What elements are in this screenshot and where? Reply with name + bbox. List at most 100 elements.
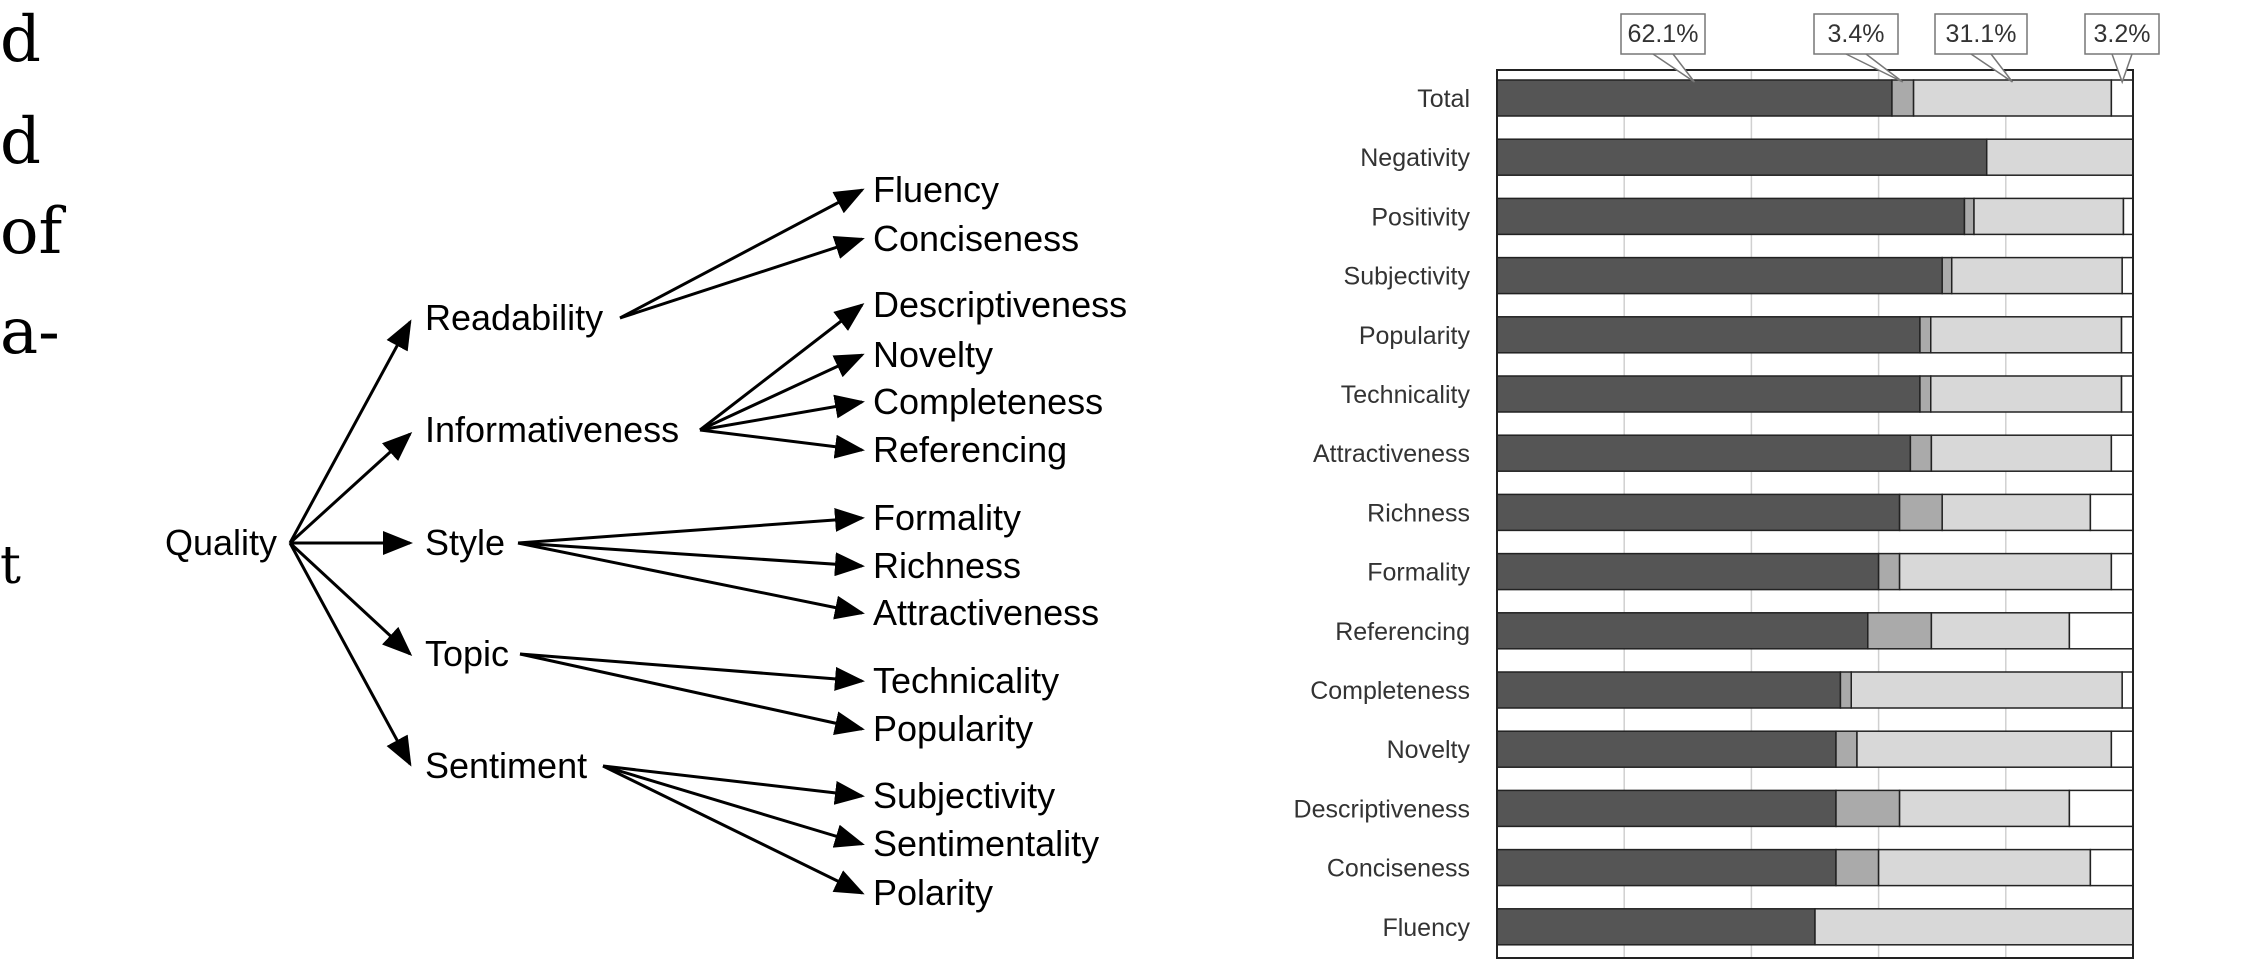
tree-edge-sentiment-sentimentality xyxy=(602,764,865,848)
callout-box-4 xyxy=(2084,13,2160,55)
category-label-negativity: Negativity xyxy=(1360,144,1470,172)
cut-text-line-1: d xyxy=(0,3,41,77)
bar-segment-attractiveness-1 xyxy=(1496,434,1912,472)
tree-branch-topic: Topic xyxy=(425,633,509,674)
tree-branch-style: Style xyxy=(425,522,505,563)
bar-segment-total-3 xyxy=(1912,79,2113,117)
bar-segment-novelty-4 xyxy=(2110,730,2134,768)
callout-pointer-1 xyxy=(1652,53,1696,83)
bar-segment-popularity-2 xyxy=(1919,316,1932,354)
cut-text-line-6: t xyxy=(0,536,21,596)
tree-leaf-technicality: Technicality xyxy=(873,660,1059,701)
category-label-descriptiveness: Descriptiveness xyxy=(1294,795,1470,823)
bar-segment-referencing-4 xyxy=(2068,612,2134,650)
bar-segment-negativity-1 xyxy=(1496,138,1988,176)
tree-leaf-formality: Formality xyxy=(873,497,1021,538)
plot-border xyxy=(1496,69,2134,959)
bar-segment-popularity-4 xyxy=(2120,316,2134,354)
callout-box-3 xyxy=(1934,13,2028,55)
tree-edge-style-attractiveness xyxy=(517,541,865,620)
bar-segment-subjectivity-3 xyxy=(1950,256,2123,295)
category-label-total: Total xyxy=(1417,85,1470,113)
bar-segment-positivity-2 xyxy=(1963,197,1975,236)
cut-text-line-2: d xyxy=(0,105,41,179)
bar-segment-conciseness-4 xyxy=(2089,848,2134,887)
cut-text-line-3: of xyxy=(0,195,63,269)
bar-segment-descriptiveness-2 xyxy=(1835,789,1901,828)
bar-segment-descriptiveness-3 xyxy=(1898,789,2071,828)
callout-pointer-4 xyxy=(2111,53,2133,85)
bar-segment-technicality-2 xyxy=(1919,375,1932,413)
quality-taxonomy-diagram: Quality Readability Fluency Conciseness Info… xyxy=(165,169,1127,913)
tree-edge-style-formality xyxy=(517,507,865,545)
callout-pointer-3 xyxy=(1970,53,2014,83)
tree-edge-topic-technicality xyxy=(519,652,865,691)
category-label-technicality: Technicality xyxy=(1341,381,1471,409)
tree-branch-readability: Readability xyxy=(425,297,603,338)
tree-edge-style-richness xyxy=(517,541,865,577)
bar-segment-popularity-3 xyxy=(1930,316,2123,354)
callout-label-3: 31.1% xyxy=(1946,20,2017,48)
callout-label-4: 3.2% xyxy=(2094,20,2151,48)
bar-segment-technicality-4 xyxy=(2120,375,2134,413)
bar-segment-technicality-3 xyxy=(1930,375,2123,413)
bar-segment-subjectivity-1 xyxy=(1496,256,1943,295)
tree-edge-root-topic xyxy=(288,541,413,657)
bar-segment-novelty-3 xyxy=(1856,730,2113,768)
bar-segment-positivity-4 xyxy=(2122,197,2134,236)
bar-segment-technicality-1 xyxy=(1496,375,1921,413)
bar-segment-richness-2 xyxy=(1898,493,1943,532)
callout-label-1: 62.1% xyxy=(1628,20,1699,48)
bar-segment-conciseness-1 xyxy=(1496,848,1837,887)
tree-edge-root-sentiment xyxy=(288,542,412,767)
category-label-popularity: Popularity xyxy=(1359,322,1471,350)
tree-leaf-completeness: Completeness xyxy=(873,381,1103,422)
bar-segment-subjectivity-2 xyxy=(1941,256,1953,295)
tree-leaf-polarity: Polarity xyxy=(873,872,993,913)
category-label-richness: Richness xyxy=(1367,499,1470,527)
bar-segment-positivity-3 xyxy=(1973,197,2125,236)
tree-edge-informativeness-completeness xyxy=(699,394,865,432)
bar-segment-richness-3 xyxy=(1941,493,2092,532)
tree-leaf-descriptiveness: Descriptiveness xyxy=(873,284,1127,325)
category-label-attractiveness: Attractiveness xyxy=(1313,440,1470,468)
tree-leaf-fluency: Fluency xyxy=(873,169,999,210)
bar-segment-subjectivity-4 xyxy=(2121,256,2134,295)
category-label-formality: Formality xyxy=(1367,559,1470,587)
stacked-bar-chart: Total Negativity Positivity Subjectivity Pop… xyxy=(1294,13,2160,959)
tree-leaf-referencing: Referencing xyxy=(873,429,1067,470)
bar-segment-total-2 xyxy=(1891,79,1915,117)
tree-leaf-conciseness: Conciseness xyxy=(873,218,1079,259)
bar-segment-descriptiveness-1 xyxy=(1496,789,1837,828)
bar-segment-fluency-1 xyxy=(1496,908,1816,946)
tree-edge-informativeness-novelty xyxy=(699,353,865,432)
bar-segment-descriptiveness-4 xyxy=(2068,789,2134,828)
bar-segment-richness-1 xyxy=(1496,493,1901,532)
bar-segment-attractiveness-3 xyxy=(1930,434,2113,472)
bar-segment-positivity-1 xyxy=(1496,197,1966,236)
tree-edge-sentiment-polarity xyxy=(602,764,865,895)
tree-leaf-subjectivity: Subjectivity xyxy=(873,775,1055,816)
bar-segment-formality-2 xyxy=(1877,552,1901,591)
bar-segment-referencing-1 xyxy=(1496,612,1869,650)
bar-segment-completeness-2 xyxy=(1839,671,1853,709)
tree-edge-root-informativeness xyxy=(288,431,413,545)
bar-segment-attractiveness-4 xyxy=(2110,434,2134,472)
tree-leaf-popularity: Popularity xyxy=(873,708,1033,749)
category-label-completeness: Completeness xyxy=(1310,677,1470,705)
tree-edge-root-readability xyxy=(288,319,412,544)
tree-leaf-novelty: Novelty xyxy=(873,334,993,375)
tree-leaf-richness: Richness xyxy=(873,545,1021,586)
category-label-novelty: Novelty xyxy=(1387,736,1471,764)
bar-segment-conciseness-2 xyxy=(1835,848,1880,887)
tree-root-label: Quality xyxy=(165,522,277,563)
bar-segment-novelty-2 xyxy=(1835,730,1858,768)
callout-pointer-2 xyxy=(1845,53,1904,83)
tree-branch-informativeness: Informativeness xyxy=(425,409,679,450)
tree-edge-informativeness-descriptiveness xyxy=(699,303,865,432)
tree-leaf-attractiveness: Attractiveness xyxy=(873,592,1099,633)
bar-segment-referencing-2 xyxy=(1867,612,1933,650)
tree-leaf-sentimentality: Sentimentality xyxy=(873,823,1099,864)
bar-segment-attractiveness-2 xyxy=(1909,434,1933,472)
